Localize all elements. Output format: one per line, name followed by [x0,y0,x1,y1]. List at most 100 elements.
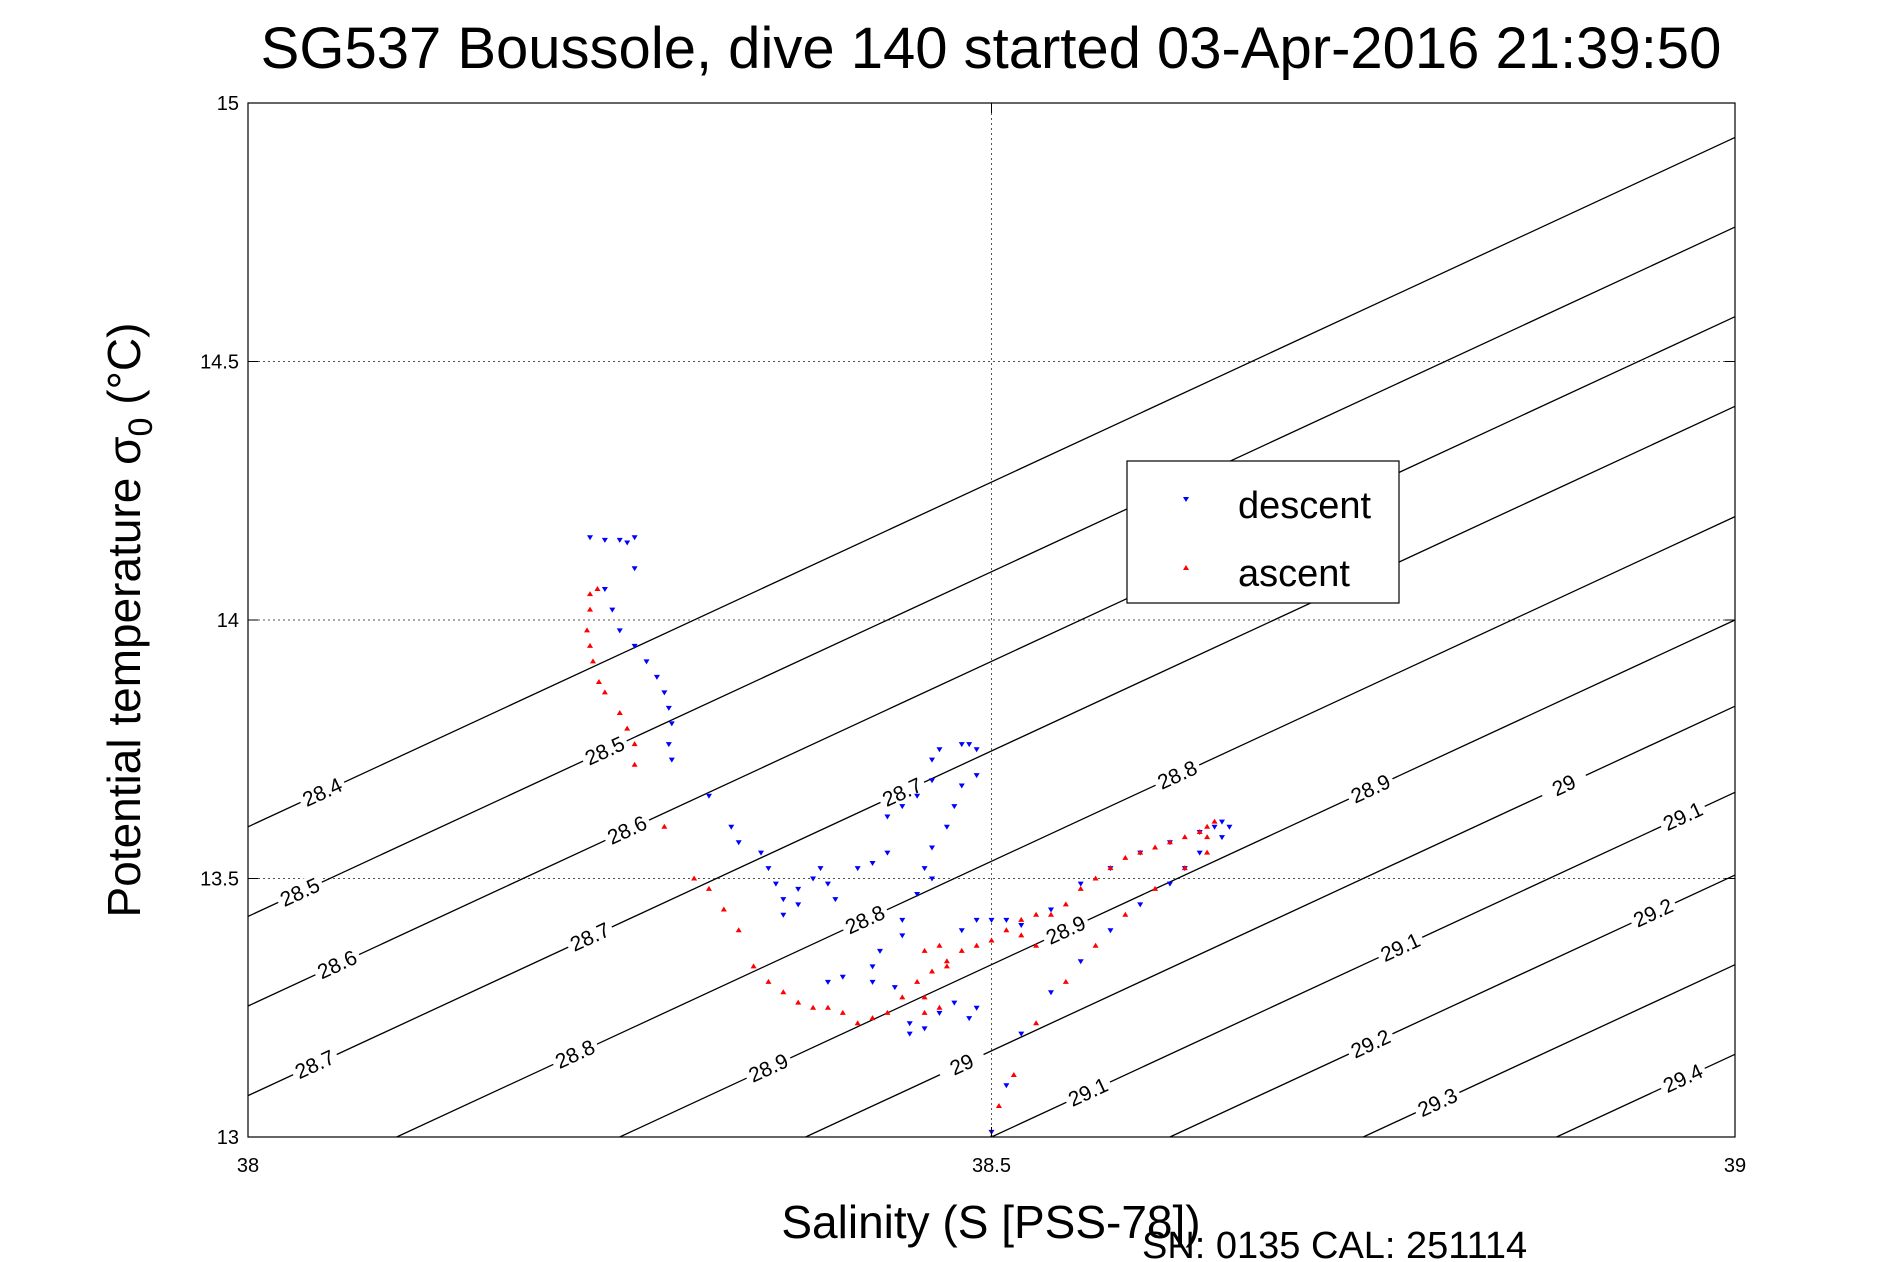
ascent-point [936,942,943,948]
descent-point [914,892,921,898]
ascent-point [1018,932,1025,938]
descent-point [795,902,802,908]
descent-point [1003,1083,1010,1089]
ascent-point [1137,849,1144,855]
ascent-point [1107,865,1114,871]
ascent-point [631,761,638,767]
ascent-point [1204,834,1211,840]
contour-label-mask [1344,768,1398,809]
contour-label-mask [1537,765,1591,806]
ascent-point [839,1009,846,1015]
ascent-point [943,963,950,969]
ascent-point [1047,911,1054,917]
descent-point [869,964,876,970]
ascent-point [1166,839,1173,845]
descent-point [587,535,594,541]
descent-point [899,804,906,810]
x-tick-label: 39 [1724,1155,1746,1177]
descent-point [601,586,608,592]
ascent-point [943,958,950,964]
descent-point [966,1016,973,1022]
ascent-point [1062,978,1069,984]
legend-descent-label: descent [1238,485,1372,527]
legend: descent ascent [1126,460,1400,604]
y-axis-label: Potential temperature σ0 (°C) [98,323,160,918]
descent-point [661,690,668,696]
axis-ticks: 38 38.5 39 13 13.5 14 14.5 15 [200,93,1746,1177]
ascent-point [1033,942,1040,948]
contour-label-mask [310,944,364,985]
descent-point [951,804,958,810]
ascent-point [587,642,594,648]
descent-point [1018,923,1025,929]
y-tick-label: 13 [217,1127,239,1149]
descent-point [929,757,936,763]
descent-point [929,876,936,882]
descent-point [1047,990,1054,996]
descent-point [921,866,928,872]
legend-box [1126,460,1400,604]
ascent-point [899,994,906,1000]
descent-point [973,1005,980,1011]
descent-point [616,628,623,634]
ascent-point [921,1009,928,1015]
descent-point [772,881,779,887]
contour-label-mask [578,730,632,772]
legend-ascent-marker [1183,565,1189,570]
ascent-point [958,947,965,953]
ascent-point [929,968,936,974]
descent-point [973,747,980,753]
ascent-point [1033,911,1040,917]
ascent-point [1010,1071,1017,1077]
ascent-point [1077,885,1084,891]
ascent-point [854,1020,861,1026]
descent-point [1218,819,1225,825]
series-descent [587,535,1233,1135]
ascent-point [765,978,772,984]
descent-point [943,824,950,830]
descent-point [958,783,965,789]
descent-point [899,917,906,923]
density-contour-line [619,619,1735,1137]
ascent-point [921,947,928,953]
contour-label: 28.6 [314,946,361,984]
density-contour-line [1169,874,1735,1137]
series-ascent [584,585,1218,1137]
descent-point [914,793,921,799]
descent-point [824,881,831,887]
contour-label-mask [1150,755,1204,796]
descent-point [899,933,906,939]
ascent-point [705,885,712,891]
descent-point [869,979,876,985]
ascent-point [1204,849,1211,855]
density-contour-line [248,405,1735,1097]
ascent-point [631,741,638,747]
descent-point [884,850,891,856]
descent-point [728,824,735,830]
descent-point [705,793,712,799]
y-tick-label: 13.5 [200,869,239,891]
ascent-point [601,689,608,695]
y-tick-label: 15 [217,93,239,115]
ascent-point [973,942,980,948]
descent-point [869,860,876,866]
descent-point [1166,881,1173,887]
descent-point [1196,850,1203,856]
descent-point [668,757,675,763]
ascent-point [587,591,594,597]
ascent-point [884,1009,891,1015]
descent-point [958,742,965,748]
descent-point [631,566,638,572]
descent-point [795,886,802,892]
ascent-point [1122,854,1129,860]
descent-point [951,1000,958,1006]
descent-point [824,979,831,985]
ascent-point [1018,916,1025,922]
descent-point [1018,1031,1025,1037]
descent-point [1077,959,1084,965]
contour-label-mask [838,899,892,940]
ascent-point [624,725,631,731]
y-tick-label: 14.5 [200,352,239,374]
data-series [584,535,1233,1137]
